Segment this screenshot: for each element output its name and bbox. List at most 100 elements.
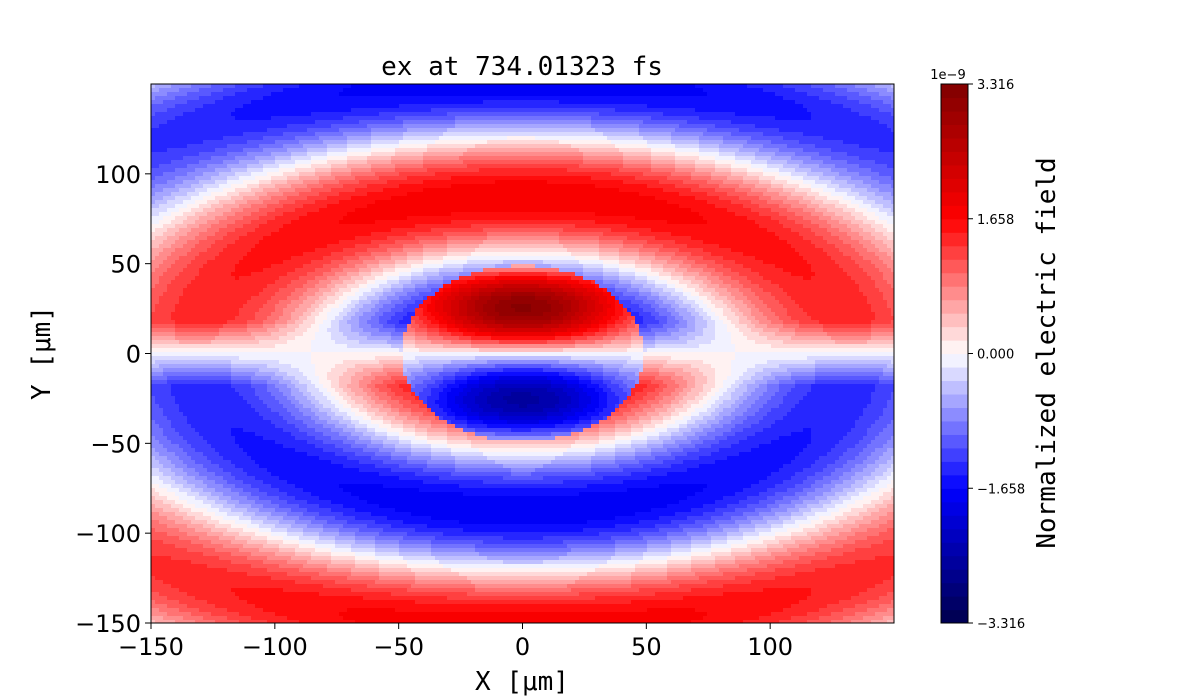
heatmap-cell <box>151 168 156 173</box>
heatmap-cell <box>371 188 376 193</box>
heatmap-cell <box>599 108 604 113</box>
heatmap-cell <box>171 108 176 113</box>
heatmap-cell <box>711 176 716 181</box>
heatmap-cell <box>371 160 376 165</box>
heatmap-cell <box>571 120 576 125</box>
heatmap-cell <box>427 144 432 149</box>
heatmap-cell <box>887 108 892 113</box>
heatmap-cell <box>499 104 504 109</box>
heatmap-cell <box>279 112 284 117</box>
heatmap-cell <box>447 156 452 161</box>
heatmap-cell <box>579 144 584 149</box>
heatmap-cell <box>439 104 444 109</box>
heatmap-cell <box>211 88 216 93</box>
heatmap-cell <box>359 140 364 145</box>
heatmap-cell <box>523 120 528 125</box>
heatmap-cell <box>183 168 188 173</box>
heatmap-cell <box>203 132 208 137</box>
heatmap-cell <box>639 144 644 149</box>
heatmap-cell <box>671 128 676 133</box>
heatmap-cell <box>443 96 448 101</box>
heatmap-cell <box>275 176 280 181</box>
heatmap-cell <box>875 128 880 133</box>
heatmap-cell <box>727 104 732 109</box>
heatmap-cell <box>403 120 408 125</box>
heatmap-cell <box>831 112 836 117</box>
heatmap-cell <box>739 136 744 141</box>
heatmap-cell <box>867 112 872 117</box>
heatmap-cell <box>415 108 420 113</box>
heatmap-cell <box>763 180 768 185</box>
heatmap-cell <box>571 160 576 165</box>
heatmap-cell <box>595 112 600 117</box>
heatmap-cell <box>263 88 268 93</box>
heatmap-cell <box>699 188 704 193</box>
heatmap-cell <box>587 96 592 101</box>
heatmap-cell <box>163 104 168 109</box>
heatmap-cell <box>619 164 624 169</box>
heatmap-cell <box>599 100 604 105</box>
heatmap-cell <box>311 124 316 129</box>
heatmap-cell <box>319 152 324 157</box>
heatmap-cell <box>699 152 704 157</box>
heatmap-cell <box>711 144 716 149</box>
heatmap-cell <box>347 84 352 89</box>
heatmap-cell <box>687 180 692 185</box>
heatmap-cell <box>627 96 632 101</box>
heatmap-cell <box>591 184 596 189</box>
heatmap-cell <box>787 160 792 165</box>
heatmap-cell <box>435 112 440 117</box>
heatmap-cell <box>295 104 300 109</box>
heatmap-cell <box>687 176 692 181</box>
heatmap-cell <box>511 172 516 177</box>
heatmap-cell <box>507 100 512 105</box>
heatmap-cell <box>659 156 664 161</box>
heatmap-cell <box>575 100 580 105</box>
heatmap-cell <box>483 96 488 101</box>
heatmap-cell <box>155 164 160 169</box>
heatmap-cell <box>371 180 376 185</box>
heatmap-cell <box>375 120 380 125</box>
heatmap-cell <box>387 188 392 193</box>
heatmap-cell <box>583 156 588 161</box>
heatmap-cell <box>647 104 652 109</box>
heatmap-cell <box>619 108 624 113</box>
heatmap-cell <box>299 172 304 177</box>
heatmap-cell <box>479 96 484 101</box>
heatmap-cell <box>795 172 800 177</box>
heatmap-cell <box>707 160 712 165</box>
heatmap-cell <box>403 128 408 133</box>
heatmap-cell <box>195 176 200 181</box>
heatmap-cell <box>887 160 892 165</box>
heatmap-cell <box>563 188 568 193</box>
heatmap-cell <box>751 96 756 101</box>
heatmap-cell <box>667 124 672 129</box>
heatmap-cell <box>267 156 272 161</box>
heatmap-cell <box>683 140 688 145</box>
heatmap-cell <box>191 144 196 149</box>
heatmap-cell <box>667 180 672 185</box>
heatmap-cell <box>491 132 496 137</box>
heatmap-cell <box>711 164 716 169</box>
heatmap-cell <box>851 156 856 161</box>
heatmap-cell <box>587 188 592 193</box>
heatmap-cell <box>287 176 292 181</box>
heatmap-cell <box>379 120 384 125</box>
heatmap-cell <box>367 132 372 137</box>
heatmap-cell <box>183 120 188 125</box>
heatmap-cell <box>475 184 480 189</box>
heatmap-cell <box>231 144 236 149</box>
heatmap-cell <box>563 172 568 177</box>
heatmap-cell <box>767 96 772 101</box>
heatmap-cell <box>603 140 608 145</box>
heatmap-cell <box>711 100 716 105</box>
heatmap-cell <box>663 176 668 181</box>
heatmap-cell <box>507 104 512 109</box>
heatmap-cell <box>223 88 228 93</box>
heatmap-cell <box>311 140 316 145</box>
heatmap-cell <box>879 140 884 145</box>
heatmap-cell <box>347 172 352 177</box>
heatmap-cell <box>467 160 472 165</box>
heatmap-cell <box>535 168 540 173</box>
heatmap-cell <box>647 136 652 141</box>
